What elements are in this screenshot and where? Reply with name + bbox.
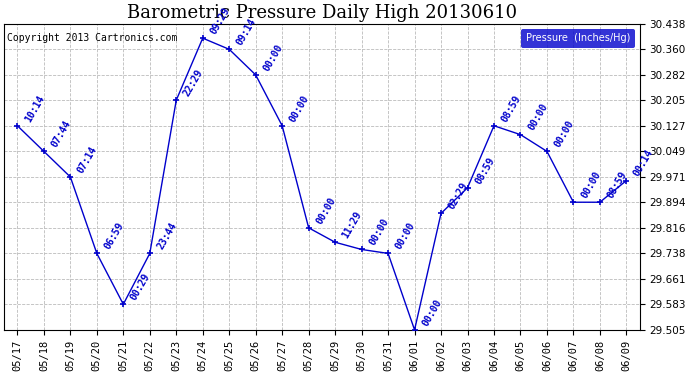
Text: 22:29: 22:29 — [182, 68, 205, 98]
Text: Copyright 2013 Cartronics.com: Copyright 2013 Cartronics.com — [8, 33, 178, 43]
Text: 07:14: 07:14 — [76, 144, 99, 175]
Text: 00:00: 00:00 — [553, 119, 576, 149]
Text: 00:00: 00:00 — [526, 102, 549, 132]
Text: 00:29: 00:29 — [129, 272, 152, 302]
Text: 09:14: 09:14 — [235, 17, 258, 47]
Text: 10:14: 10:14 — [23, 93, 46, 124]
Text: 00:00: 00:00 — [579, 170, 602, 200]
Legend: Pressure  (Inches/Hg): Pressure (Inches/Hg) — [521, 28, 635, 48]
Text: 06:59: 06:59 — [102, 221, 126, 251]
Text: 00:00: 00:00 — [393, 221, 417, 251]
Text: 07:44: 07:44 — [50, 119, 72, 149]
Text: 00:14: 00:14 — [632, 148, 656, 178]
Text: 08:59: 08:59 — [473, 155, 496, 186]
Text: 02:29: 02:29 — [446, 181, 470, 211]
Text: 08:59: 08:59 — [605, 170, 629, 200]
Text: 00:00: 00:00 — [314, 195, 337, 226]
Text: 00:00: 00:00 — [262, 42, 284, 73]
Text: 09:29: 09:29 — [208, 6, 232, 36]
Title: Barometric Pressure Daily High 20130610: Barometric Pressure Daily High 20130610 — [127, 4, 517, 22]
Text: 00:00: 00:00 — [367, 217, 391, 247]
Text: 08:59: 08:59 — [500, 93, 523, 124]
Text: 00:00: 00:00 — [288, 93, 311, 124]
Text: 11:29: 11:29 — [341, 210, 364, 240]
Text: 00:00: 00:00 — [420, 297, 444, 328]
Text: 23:44: 23:44 — [155, 221, 179, 251]
